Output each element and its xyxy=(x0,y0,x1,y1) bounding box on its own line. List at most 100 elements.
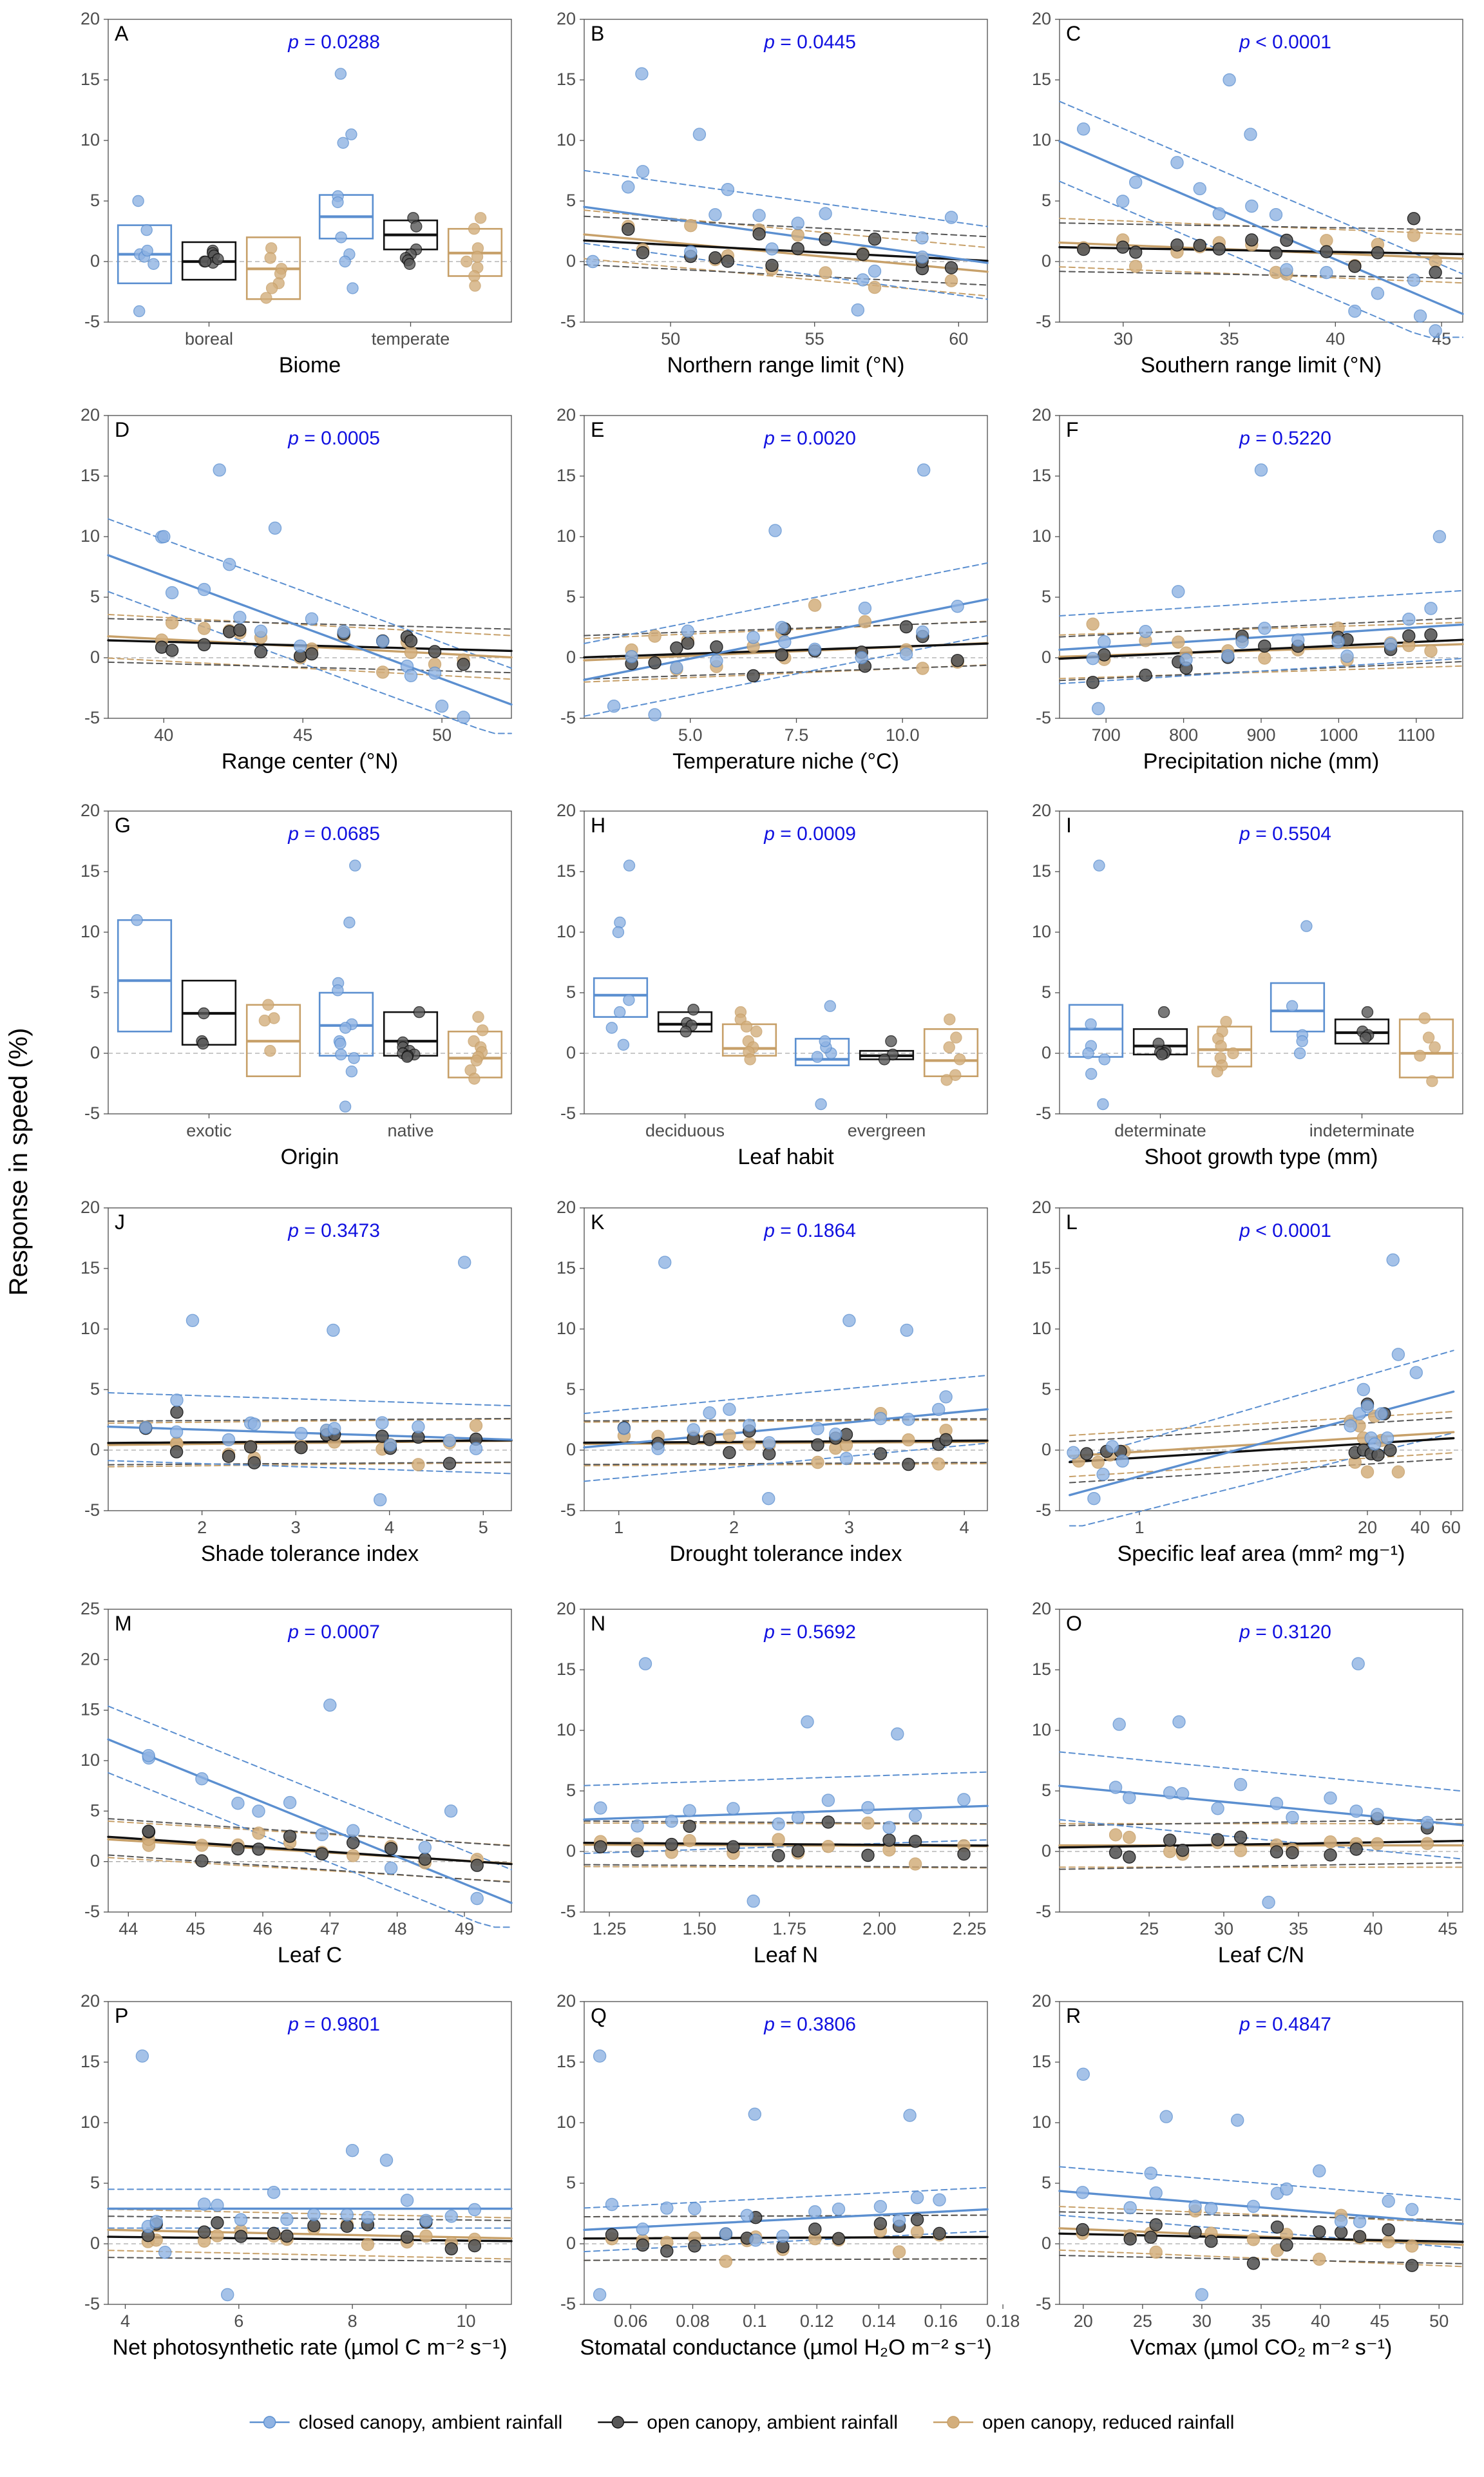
svg-text:D: D xyxy=(115,418,129,441)
svg-text:0: 0 xyxy=(566,1043,576,1062)
svg-text:p = 0.0007: p = 0.0007 xyxy=(287,1621,380,1643)
svg-text:Leaf N: Leaf N xyxy=(754,1943,818,1967)
svg-text:4: 4 xyxy=(120,2311,130,2331)
svg-text:0: 0 xyxy=(1042,647,1051,667)
svg-text:-5: -5 xyxy=(1036,1104,1051,1123)
svg-text:700: 700 xyxy=(1092,725,1121,745)
svg-text:0: 0 xyxy=(566,251,576,271)
svg-text:5: 5 xyxy=(90,587,100,606)
svg-text:20: 20 xyxy=(1032,1991,1051,2011)
svg-text:40: 40 xyxy=(154,725,173,745)
svg-text:0.16: 0.16 xyxy=(924,2311,958,2331)
svg-text:3: 3 xyxy=(291,1518,301,1537)
svg-text:G: G xyxy=(115,814,131,837)
svg-text:p = 0.4847: p = 0.4847 xyxy=(1239,2014,1331,2035)
svg-text:35: 35 xyxy=(1289,1919,1308,1938)
svg-text:5: 5 xyxy=(566,191,576,210)
svg-text:5: 5 xyxy=(1042,1379,1051,1399)
svg-text:open canopy, reduced rainfall: open canopy, reduced rainfall xyxy=(982,2412,1234,2433)
svg-text:49: 49 xyxy=(455,1919,474,1938)
svg-text:45: 45 xyxy=(186,1919,205,1938)
svg-text:1.50: 1.50 xyxy=(683,1919,717,1938)
svg-text:5: 5 xyxy=(1042,2173,1051,2192)
svg-text:0.1: 0.1 xyxy=(743,2311,767,2331)
svg-text:20: 20 xyxy=(556,9,576,28)
svg-text:5: 5 xyxy=(566,1379,576,1399)
svg-text:0: 0 xyxy=(566,1440,576,1459)
svg-text:50: 50 xyxy=(1429,2311,1449,2331)
svg-text:Q: Q xyxy=(591,2004,607,2027)
svg-text:0.06: 0.06 xyxy=(614,2311,648,2331)
svg-text:Shade tolerance index: Shade tolerance index xyxy=(201,1542,419,1566)
svg-text:Temperature niche (°C): Temperature niche (°C) xyxy=(672,749,899,774)
svg-text:closed canopy, ambient rainfal: closed canopy, ambient rainfall xyxy=(299,2412,563,2433)
svg-text:10: 10 xyxy=(1032,526,1051,546)
svg-text:p = 0.0685: p = 0.0685 xyxy=(287,823,380,845)
svg-text:-5: -5 xyxy=(84,1500,100,1520)
svg-text:15: 15 xyxy=(1032,2052,1051,2071)
svg-text:Drought tolerance index: Drought tolerance index xyxy=(669,1542,902,1566)
svg-text:10: 10 xyxy=(456,2311,475,2331)
svg-text:0: 0 xyxy=(1042,1841,1051,1860)
svg-text:35: 35 xyxy=(1251,2311,1271,2331)
svg-text:0: 0 xyxy=(1042,1440,1051,1459)
svg-text:5.0: 5.0 xyxy=(678,725,703,745)
svg-text:B: B xyxy=(591,22,604,45)
svg-text:10: 10 xyxy=(81,922,100,941)
svg-text:15: 15 xyxy=(1032,70,1051,89)
svg-text:5: 5 xyxy=(90,982,100,1002)
svg-text:20: 20 xyxy=(1032,801,1051,820)
svg-text:15: 15 xyxy=(556,861,576,881)
svg-text:15: 15 xyxy=(556,2052,576,2071)
svg-text:20: 20 xyxy=(1032,405,1051,425)
svg-text:Shoot growth type (mm): Shoot growth type (mm) xyxy=(1145,1145,1378,1169)
svg-text:55: 55 xyxy=(805,329,824,349)
svg-text:O: O xyxy=(1066,1612,1082,1635)
svg-text:-5: -5 xyxy=(84,708,100,727)
svg-text:20: 20 xyxy=(81,1991,100,2011)
svg-text:40: 40 xyxy=(1311,2311,1330,2331)
svg-text:5: 5 xyxy=(566,587,576,606)
svg-text:N: N xyxy=(591,1612,605,1635)
svg-text:10: 10 xyxy=(81,2112,100,2132)
svg-text:M: M xyxy=(115,1612,132,1635)
svg-text:15: 15 xyxy=(556,1659,576,1679)
svg-text:10: 10 xyxy=(556,1720,576,1739)
svg-text:0: 0 xyxy=(90,1043,100,1062)
svg-text:20: 20 xyxy=(556,801,576,820)
svg-text:1: 1 xyxy=(614,1518,623,1537)
svg-text:J: J xyxy=(115,1210,125,1234)
svg-text:C: C xyxy=(1066,22,1081,45)
svg-text:5: 5 xyxy=(566,982,576,1002)
svg-text:Southern range limit (°N): Southern range limit (°N) xyxy=(1141,353,1382,378)
svg-text:open canopy, ambient rainfall: open canopy, ambient rainfall xyxy=(647,2412,898,2433)
svg-text:15: 15 xyxy=(556,1258,576,1277)
svg-text:0.18: 0.18 xyxy=(986,2311,1020,2331)
svg-text:20: 20 xyxy=(556,1198,576,1217)
svg-text:-5: -5 xyxy=(1036,2294,1051,2313)
svg-text:15: 15 xyxy=(81,70,100,89)
svg-text:20: 20 xyxy=(1032,1599,1051,1618)
svg-text:p < 0.0001: p < 0.0001 xyxy=(1239,1220,1331,1241)
svg-text:-5: -5 xyxy=(1036,312,1051,331)
svg-text:2.25: 2.25 xyxy=(953,1919,987,1938)
svg-text:20: 20 xyxy=(81,9,100,28)
svg-text:4: 4 xyxy=(960,1518,969,1537)
svg-text:0: 0 xyxy=(566,647,576,667)
svg-text:5: 5 xyxy=(1042,587,1051,606)
svg-text:p = 0.3473: p = 0.3473 xyxy=(287,1220,380,1241)
svg-text:5: 5 xyxy=(90,1801,100,1820)
svg-text:15: 15 xyxy=(556,466,576,485)
svg-text:indeterminate: indeterminate xyxy=(1309,1121,1415,1140)
svg-text:10: 10 xyxy=(556,922,576,941)
svg-text:5: 5 xyxy=(90,1379,100,1399)
svg-text:boreal: boreal xyxy=(185,329,233,349)
svg-text:10: 10 xyxy=(556,2112,576,2132)
svg-text:5: 5 xyxy=(1042,982,1051,1002)
svg-text:0: 0 xyxy=(90,2233,100,2253)
svg-text:20: 20 xyxy=(81,405,100,425)
svg-text:Vcmax (µmol CO₂ m⁻² s⁻¹): Vcmax (µmol CO₂ m⁻² s⁻¹) xyxy=(1130,2335,1393,2360)
svg-text:Stomatal conductance (µmol H₂O: Stomatal conductance (µmol H₂O m⁻² s⁻¹) xyxy=(580,2335,991,2360)
svg-text:15: 15 xyxy=(81,1700,100,1719)
svg-text:35: 35 xyxy=(1220,329,1239,349)
